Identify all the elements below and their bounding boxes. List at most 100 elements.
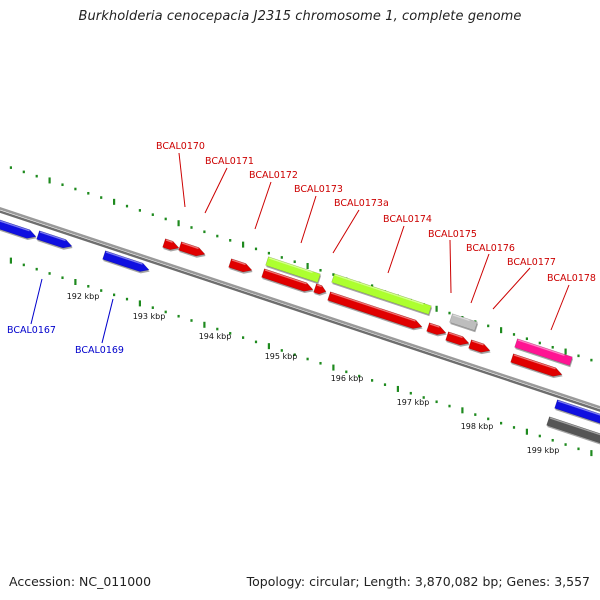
feature-highlight xyxy=(268,257,313,274)
feature-body xyxy=(313,283,327,295)
gene-bcal0169-feature xyxy=(102,250,150,274)
ticks-inner-ring xyxy=(9,257,593,457)
gene-features xyxy=(0,217,600,449)
feature-highlight xyxy=(448,332,463,339)
backbone-line-outer xyxy=(0,207,600,409)
feature-body xyxy=(178,241,206,257)
gene-label-bcal0173a: BCAL0173a xyxy=(334,198,389,209)
gene-label-bcal0173: BCAL0173 xyxy=(294,184,343,195)
kbp-label: 194 kbp xyxy=(199,332,232,341)
feature-body xyxy=(445,331,470,346)
genome-stats-text: Topology: circular; Length: 3,870,082 bp… xyxy=(246,574,590,589)
gene-bcal0178-feature xyxy=(514,338,574,368)
rrna-feature xyxy=(331,273,433,317)
accession-text: Accession: NC_011000 xyxy=(9,574,152,589)
gene-bcal0179-feature xyxy=(510,353,563,379)
kbp-label: 195 kbp xyxy=(265,352,298,361)
feature-body xyxy=(510,353,563,377)
feature-body xyxy=(265,256,321,283)
gene-label-bcal0170: BCAL0170 xyxy=(156,141,205,152)
gene-label-bcal0167: BCAL0167 xyxy=(7,325,56,336)
gene-bcal0176b-feature xyxy=(445,331,470,347)
feature-highlight xyxy=(334,274,424,305)
leader-line xyxy=(387,225,405,274)
gene-bcal0175-feature xyxy=(449,313,479,333)
ticks-outer-ring xyxy=(9,166,593,362)
feature-body xyxy=(554,399,600,425)
leader-line xyxy=(101,298,114,344)
feature-body xyxy=(261,268,314,292)
gene-bcal0170-feature xyxy=(162,238,180,252)
kbp-label: 193 kbp xyxy=(133,312,166,321)
gene-label-bcal0169: BCAL0169 xyxy=(75,345,124,356)
gene-bcal0172-feature xyxy=(228,258,253,274)
feature-body xyxy=(449,313,478,331)
feature-highlight xyxy=(39,231,66,242)
gene-bcal0173a-feature xyxy=(313,283,327,296)
feature-body xyxy=(36,230,73,249)
feature-highlight xyxy=(557,400,600,418)
gene-bcal0171-feature xyxy=(178,241,206,258)
feature-body xyxy=(162,238,180,251)
feature-body xyxy=(0,217,37,239)
genome-backbone xyxy=(0,207,600,412)
feature-highlight xyxy=(231,259,246,266)
feature-highlight xyxy=(105,251,143,265)
leader-line xyxy=(204,167,228,214)
kbp-label: 192 kbp xyxy=(67,292,100,301)
leader-line xyxy=(30,278,43,325)
feature-highlight xyxy=(513,354,556,370)
gene-label-bcal0175: BCAL0175 xyxy=(428,229,477,240)
leader-line xyxy=(332,209,360,254)
leader-line xyxy=(470,253,490,304)
gene-bcal0174-feature xyxy=(327,291,423,331)
gene-label-bcal0176: BCAL0176 xyxy=(466,243,515,254)
feature-highlight xyxy=(517,339,565,357)
gene-label-bcal0178: BCAL0178 xyxy=(547,273,596,284)
feature-body xyxy=(228,258,253,273)
feature-highlight xyxy=(452,314,470,322)
kbp-label: 197 kbp xyxy=(397,398,430,407)
feature-highlight xyxy=(264,269,307,285)
backbone-line-inner xyxy=(0,210,600,412)
kbp-label: 198 kbp xyxy=(461,422,494,431)
feature-body xyxy=(546,416,600,447)
feature-highlight xyxy=(0,218,30,232)
leader-line xyxy=(178,152,186,208)
feature-highlight xyxy=(330,292,416,322)
feature-body xyxy=(514,338,573,366)
label-leader-lines xyxy=(30,152,570,344)
gene-label-bcal0177: BCAL0177 xyxy=(507,257,556,268)
feature-highlight xyxy=(429,323,440,328)
leader-line xyxy=(492,267,531,310)
gene-reverse-feature xyxy=(554,399,600,427)
gene-bcal0173-feature xyxy=(261,268,314,294)
leader-line xyxy=(254,181,272,230)
gene-bcal0176-feature xyxy=(426,322,447,337)
kbp-label: 199 kbp xyxy=(527,446,560,455)
feature-highlight xyxy=(316,284,322,288)
gene-bcal0167-feature xyxy=(0,217,37,241)
feature-body xyxy=(327,291,423,329)
feature-highlight xyxy=(181,242,199,250)
kbp-scale-labels: 192 kbp 193 kbp 194 kbp 195 kbp 196 kbp 197 k… xyxy=(67,292,560,455)
leader-line xyxy=(550,284,570,331)
feature-highlight xyxy=(549,417,600,438)
gene-dark-feature xyxy=(546,416,600,449)
feature-body xyxy=(426,322,447,335)
gene-label-bcal0171: BCAL0171 xyxy=(205,156,254,167)
feature-body xyxy=(102,250,150,272)
feature-highlight xyxy=(471,340,484,346)
gene-label-bcal0174: BCAL0174 xyxy=(383,214,432,225)
feature-highlight xyxy=(165,239,173,243)
gene-bcal0177-feature xyxy=(468,339,491,355)
feature-body xyxy=(331,273,432,315)
leader-line xyxy=(300,195,317,244)
leader-line xyxy=(449,239,452,294)
gene-bcal0168-feature xyxy=(36,230,73,250)
feature-body xyxy=(468,339,491,353)
gene-label-bcal0172: BCAL0172 xyxy=(249,170,298,181)
kbp-label: 196 kbp xyxy=(331,374,364,383)
